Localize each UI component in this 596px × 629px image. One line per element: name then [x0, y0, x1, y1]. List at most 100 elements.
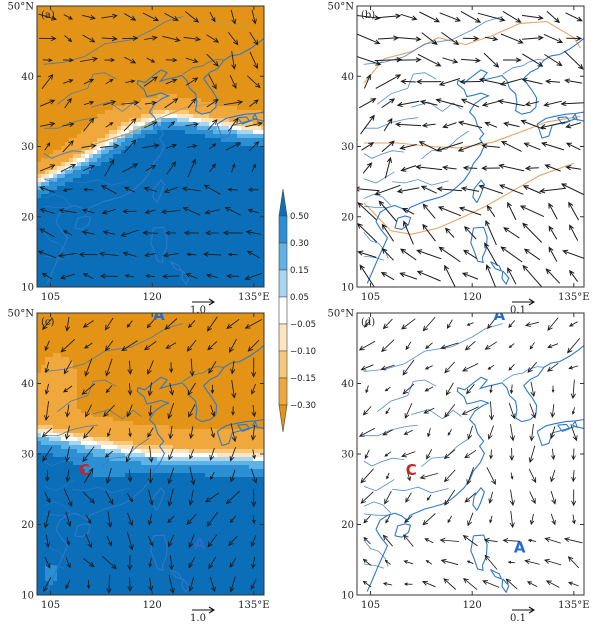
wind-arrow	[165, 57, 178, 63]
colorbar-segment	[278, 242, 288, 271]
wind-arrow	[571, 470, 576, 483]
wind-arrow	[489, 449, 493, 460]
wind-arrow	[231, 406, 235, 416]
wind-arrow	[166, 143, 178, 149]
wind-arrow	[441, 165, 457, 171]
reference-vector-label: 0.1	[510, 613, 526, 624]
wind-arrow	[488, 401, 494, 421]
wind-arrow	[422, 223, 436, 242]
wind-arrow	[565, 122, 582, 129]
wind-arrow	[168, 575, 175, 595]
wind-arrow	[167, 121, 176, 129]
wind-arrow	[466, 322, 474, 326]
wind-arrow	[145, 274, 155, 278]
wind-arrow	[423, 407, 435, 414]
wind-arrow	[527, 538, 537, 543]
wind-arrow	[148, 558, 153, 568]
wind-arrow	[465, 384, 475, 395]
wind-arrow	[207, 119, 218, 131]
wind-arrow	[426, 494, 432, 501]
wind-arrow	[39, 208, 55, 214]
wind-arrow	[245, 229, 261, 235]
wind-arrow	[436, 186, 463, 192]
wind-arrow	[148, 468, 154, 484]
wind-arrow	[37, 250, 57, 259]
wind-arrow	[406, 470, 412, 482]
wind-arrow	[63, 360, 72, 375]
wind-arrow	[481, 165, 501, 171]
wind-arrow	[567, 581, 579, 587]
wind-arrow	[188, 489, 194, 506]
wind-arrow	[165, 230, 177, 236]
wind-arrow	[209, 576, 216, 593]
wind-arrow	[226, 273, 239, 279]
wind-arrow	[144, 341, 157, 351]
wind-arrow	[544, 537, 561, 544]
wind-arrow	[86, 580, 91, 590]
wind-arrow	[147, 427, 154, 438]
y-tick-label: 40	[341, 379, 354, 390]
wind-arrow	[467, 425, 474, 440]
wind-arrow	[142, 143, 160, 149]
borders	[43, 16, 225, 261]
wind-arrow	[168, 555, 174, 571]
wind-arrow	[244, 272, 263, 281]
wind-arrow	[83, 100, 95, 106]
wind-arrow	[446, 319, 453, 329]
colorbar-label: 0.30	[290, 239, 309, 249]
wind-arrow	[548, 246, 558, 262]
wind-arrow	[107, 511, 113, 528]
wind-arrow	[229, 515, 237, 524]
wind-arrow	[186, 513, 197, 526]
y-tick-label: 20	[21, 520, 34, 531]
wind-arrow	[250, 468, 258, 484]
wind-arrow	[497, 99, 525, 107]
wind-arrow	[82, 34, 96, 43]
wind-arrow	[207, 341, 218, 351]
wind-arrow	[100, 185, 117, 195]
wind-arrow	[40, 121, 56, 127]
wind-arrow	[522, 14, 544, 21]
wind-arrow	[82, 14, 96, 20]
wind-arrow	[399, 144, 417, 150]
wind-arrow	[508, 343, 515, 349]
wind-arrow	[148, 489, 154, 506]
wind-arrow	[210, 427, 215, 439]
wind-arrow	[85, 533, 93, 549]
wind-arrow	[381, 98, 396, 109]
wind-arrow	[382, 318, 393, 330]
wind-arrow	[529, 342, 535, 350]
wind-arrow	[360, 364, 374, 371]
wind-arrow	[230, 423, 237, 443]
wind-arrow	[486, 204, 496, 218]
wind-arrow	[43, 576, 52, 593]
wind-arrow	[358, 427, 375, 437]
wind-arrow	[202, 251, 222, 257]
wind-arrow	[125, 79, 136, 84]
wind-arrow	[229, 557, 237, 568]
colorbar-label: 0.05	[290, 293, 309, 303]
wind-arrow	[509, 510, 515, 529]
wind-arrow	[484, 242, 498, 267]
wind-arrow	[438, 78, 461, 86]
wind-arrow	[63, 14, 73, 20]
wind-arrow	[528, 445, 536, 464]
x-tick-label: 105	[41, 292, 60, 303]
wind-arrow	[523, 248, 541, 261]
wind-arrow	[245, 121, 264, 128]
wind-arrow	[168, 426, 174, 440]
wind-arrow	[189, 358, 195, 377]
wind-arrow	[169, 383, 175, 396]
wind-arrow	[381, 339, 395, 353]
wind-arrow	[525, 321, 540, 327]
wind-arrow	[571, 514, 576, 525]
panel-label: (b)	[361, 10, 375, 21]
wind-arrow	[502, 57, 522, 63]
wind-arrow	[123, 117, 137, 132]
wind-arrow	[63, 488, 73, 507]
panel-c: A C A (c) 50°N 40 30 20 10 105 120 135°E 1.0	[8, 309, 270, 625]
wind-arrow	[231, 51, 237, 70]
wind-arrow	[507, 560, 515, 564]
wind-arrow	[569, 269, 579, 282]
wind-arrow	[400, 78, 416, 85]
